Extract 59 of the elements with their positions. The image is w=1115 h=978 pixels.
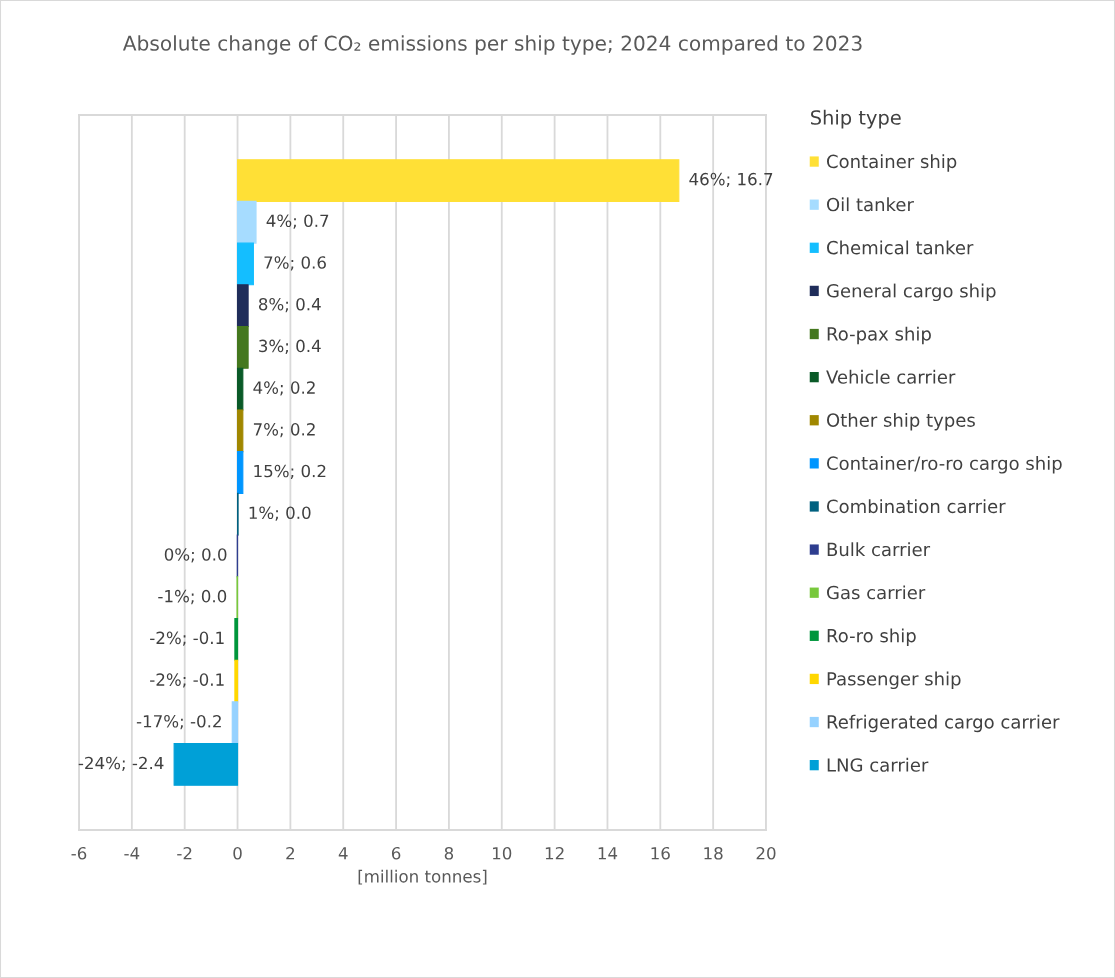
legend-label: Passenger ship (827, 671, 961, 690)
legend-label: Refrigerated cargo carrier (827, 714, 1060, 733)
x-tick-label: -2 (177, 846, 192, 860)
legend-label: Ro-ro ship (827, 628, 916, 646)
x-tick-label: -6 (71, 846, 87, 860)
legend-label: General cargo ship (826, 283, 996, 302)
bar (234, 617, 239, 661)
x-tick-label: 10 (493, 846, 512, 860)
legend-label: Combination carrier (826, 499, 1006, 514)
bar (236, 159, 680, 202)
data-label: 7%; 0.2 (253, 423, 315, 438)
legend-label: LNG carrier (827, 757, 929, 772)
data-label: 4%; 0.7 (266, 214, 329, 229)
x-tick-label: 12 (545, 846, 564, 860)
data-label: 4%; 0.2 (253, 381, 315, 396)
bar (234, 659, 239, 703)
data-label: 15%; 0.2 (254, 464, 326, 480)
bar (236, 242, 254, 286)
legend-label: Container/ro-ro cargo ship (826, 456, 1062, 474)
legend-label: Gas carrier (826, 585, 926, 600)
data-label: -24%; -2.4 (78, 756, 164, 771)
bar (236, 200, 257, 244)
bar (236, 284, 249, 328)
bar (173, 743, 239, 786)
legend-label: Bulk carrier (827, 542, 931, 557)
data-label: 0%; 0.0 (164, 548, 227, 563)
legend-label: Other ship types (826, 412, 975, 431)
x-tick-label: 16 (651, 846, 670, 860)
x-tick-label: 6 (391, 846, 401, 860)
bar (231, 701, 239, 745)
data-label: -1%; 0.0 (158, 589, 227, 605)
data-label: -2%; -0.1 (150, 631, 224, 646)
data-label: 3%; 0.4 (259, 339, 321, 354)
bar (236, 325, 249, 369)
bar (236, 409, 244, 453)
legend-title: Ship type (811, 109, 901, 129)
data-label: -2%; -0.1 (150, 673, 224, 688)
data-label: 7%; 0.6 (264, 256, 326, 271)
chart-title: Absolute change of CO₂ emissions per ship type; 2024 compared to 2023 (122, 35, 862, 55)
data-label: -17%; -0.2 (136, 714, 221, 730)
x-tick-label: 18 (704, 846, 723, 860)
x-tick-label: 20 (756, 846, 776, 860)
data-label: 1%; 0.0 (249, 506, 311, 521)
legend-label: Ro-pax ship (827, 326, 931, 345)
legend-label: Container ship (826, 154, 957, 172)
data-label: 46%; 16.7 (689, 172, 773, 188)
x-tick-label: 0 (233, 846, 242, 860)
legend-label: Chemical tanker (826, 240, 974, 255)
data-label: 8%; 0.4 (258, 297, 321, 313)
x-tick-label: 4 (338, 847, 348, 860)
x-tick-label: 8 (444, 846, 454, 860)
bar (236, 451, 244, 494)
x-tick-label: 14 (598, 847, 618, 860)
x-axis-title: [million tonnes] (358, 869, 487, 885)
legend-label: Vehicle carrier (826, 369, 956, 384)
x-tick-label: 2 (286, 846, 295, 860)
x-tick-label: -4 (124, 847, 140, 860)
legend-label: Oil tanker (826, 197, 914, 212)
bar (236, 367, 244, 411)
